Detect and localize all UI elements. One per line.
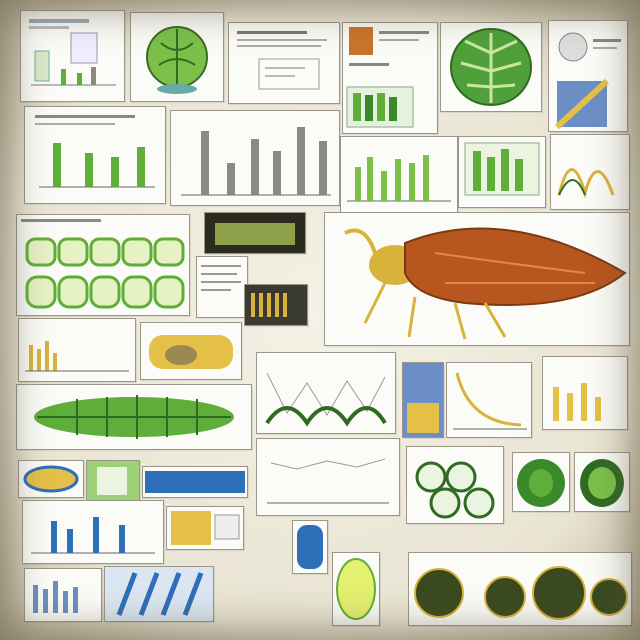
thumbnail-grid-tile [342, 22, 438, 134]
cell-icon [17, 215, 189, 315]
blue-capsule-tile [292, 520, 328, 574]
chart-icon [447, 363, 531, 437]
bar-chart-tile-row2-b [170, 110, 340, 206]
image-icon [403, 363, 443, 437]
photo-tile-striped [104, 566, 214, 622]
line-chart-tile-right [446, 362, 532, 438]
stripe-panel-tile [244, 284, 308, 326]
green-specimen-band [16, 384, 252, 450]
chart-icon [257, 439, 399, 515]
bar-chart-tile-row6-a [22, 500, 164, 564]
shell-specimen-tile [548, 20, 628, 132]
leaf-specimen-tile [130, 12, 224, 102]
insect-icon [325, 213, 629, 345]
image-icon [205, 213, 305, 253]
chart-icon [171, 111, 339, 205]
bar-chart-tile-row2-a [24, 106, 166, 204]
bar-chart-tile-row2-c [340, 136, 458, 214]
image-icon [245, 285, 307, 325]
chart-icon [23, 501, 163, 563]
leaf-icon [441, 23, 541, 111]
photo-tile-mustard [166, 506, 244, 550]
leaf-specimen-tile-large [440, 22, 542, 112]
dark-cell-row-tile [408, 552, 632, 626]
text-panel-tile-mid [196, 256, 248, 318]
document-icon [229, 23, 339, 103]
leaf-icon [131, 13, 223, 101]
specimen-tile-yellow [140, 322, 242, 380]
image-icon [143, 467, 247, 497]
cell-icon [407, 447, 503, 523]
chart-icon [19, 319, 135, 381]
green-cell-tile-b [574, 452, 630, 512]
cell-icon [513, 453, 569, 511]
chart-icon [25, 569, 101, 621]
chart-icon [551, 135, 629, 209]
line-chart-tile-row2 [550, 134, 630, 210]
cell-icon [409, 553, 631, 625]
bar-chart-tile-row6-b [24, 568, 102, 622]
cell-tile-small [18, 460, 84, 498]
image-icon [105, 567, 213, 621]
document-icon [197, 257, 247, 317]
bar-chart-tile-row4 [18, 318, 136, 382]
chart-icon [459, 137, 545, 207]
cell-row-tile-left [16, 214, 190, 316]
leaf-icon [141, 323, 241, 379]
text-panel-tile [228, 22, 340, 104]
yellow-cell-tile [332, 552, 380, 626]
photo-tile-green [86, 460, 140, 502]
cell-icon [19, 461, 83, 497]
image-icon [293, 521, 327, 573]
photo-tile-dark [204, 212, 306, 254]
chart-icon [257, 353, 395, 433]
image-icon [343, 23, 437, 133]
cell-icon [575, 453, 629, 511]
bar-chart-tile-row2-d [458, 136, 546, 208]
leaf-icon [17, 385, 251, 449]
green-cell-tile-a [512, 452, 570, 512]
cell-icon [333, 553, 379, 625]
chart-icon [543, 357, 627, 429]
chart-icon [341, 137, 457, 213]
bar-chart-tile-row4-right [542, 356, 628, 430]
image-icon [87, 461, 139, 501]
chart-icon [25, 107, 165, 203]
image-icon [167, 507, 243, 549]
line-chart-tile-lower [256, 438, 400, 516]
cell-cluster-tile [406, 446, 504, 524]
chart-icon [21, 11, 124, 101]
line-chart-tile-center [256, 352, 396, 434]
insect-specimen-tile [324, 212, 630, 346]
blue-band-tile [142, 466, 248, 498]
chart-tile-top-left [20, 10, 125, 102]
photo-tile-blue [402, 362, 444, 438]
shell-icon [549, 21, 627, 131]
